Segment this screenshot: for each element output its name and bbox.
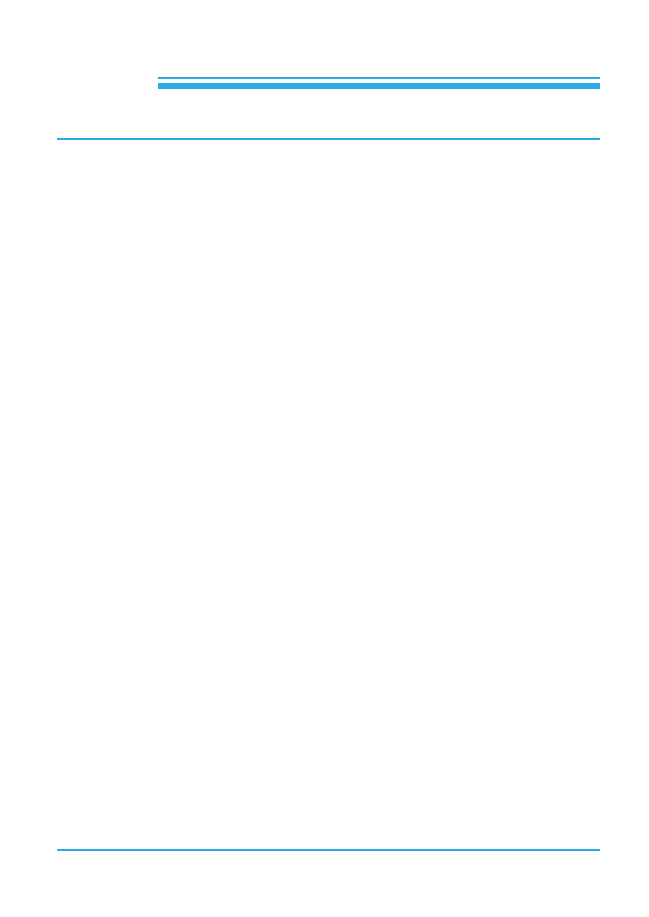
figure-3-plot [342,393,572,561]
header-rule-thin [158,77,600,79]
figure-5-plot [342,586,582,774]
footer-rule [57,849,600,851]
header-rule-thick [158,83,600,89]
figure-1-plot [55,180,570,362]
section-underline [57,138,600,140]
figure-4-plot [58,586,323,774]
figure-2-plot [58,393,323,561]
